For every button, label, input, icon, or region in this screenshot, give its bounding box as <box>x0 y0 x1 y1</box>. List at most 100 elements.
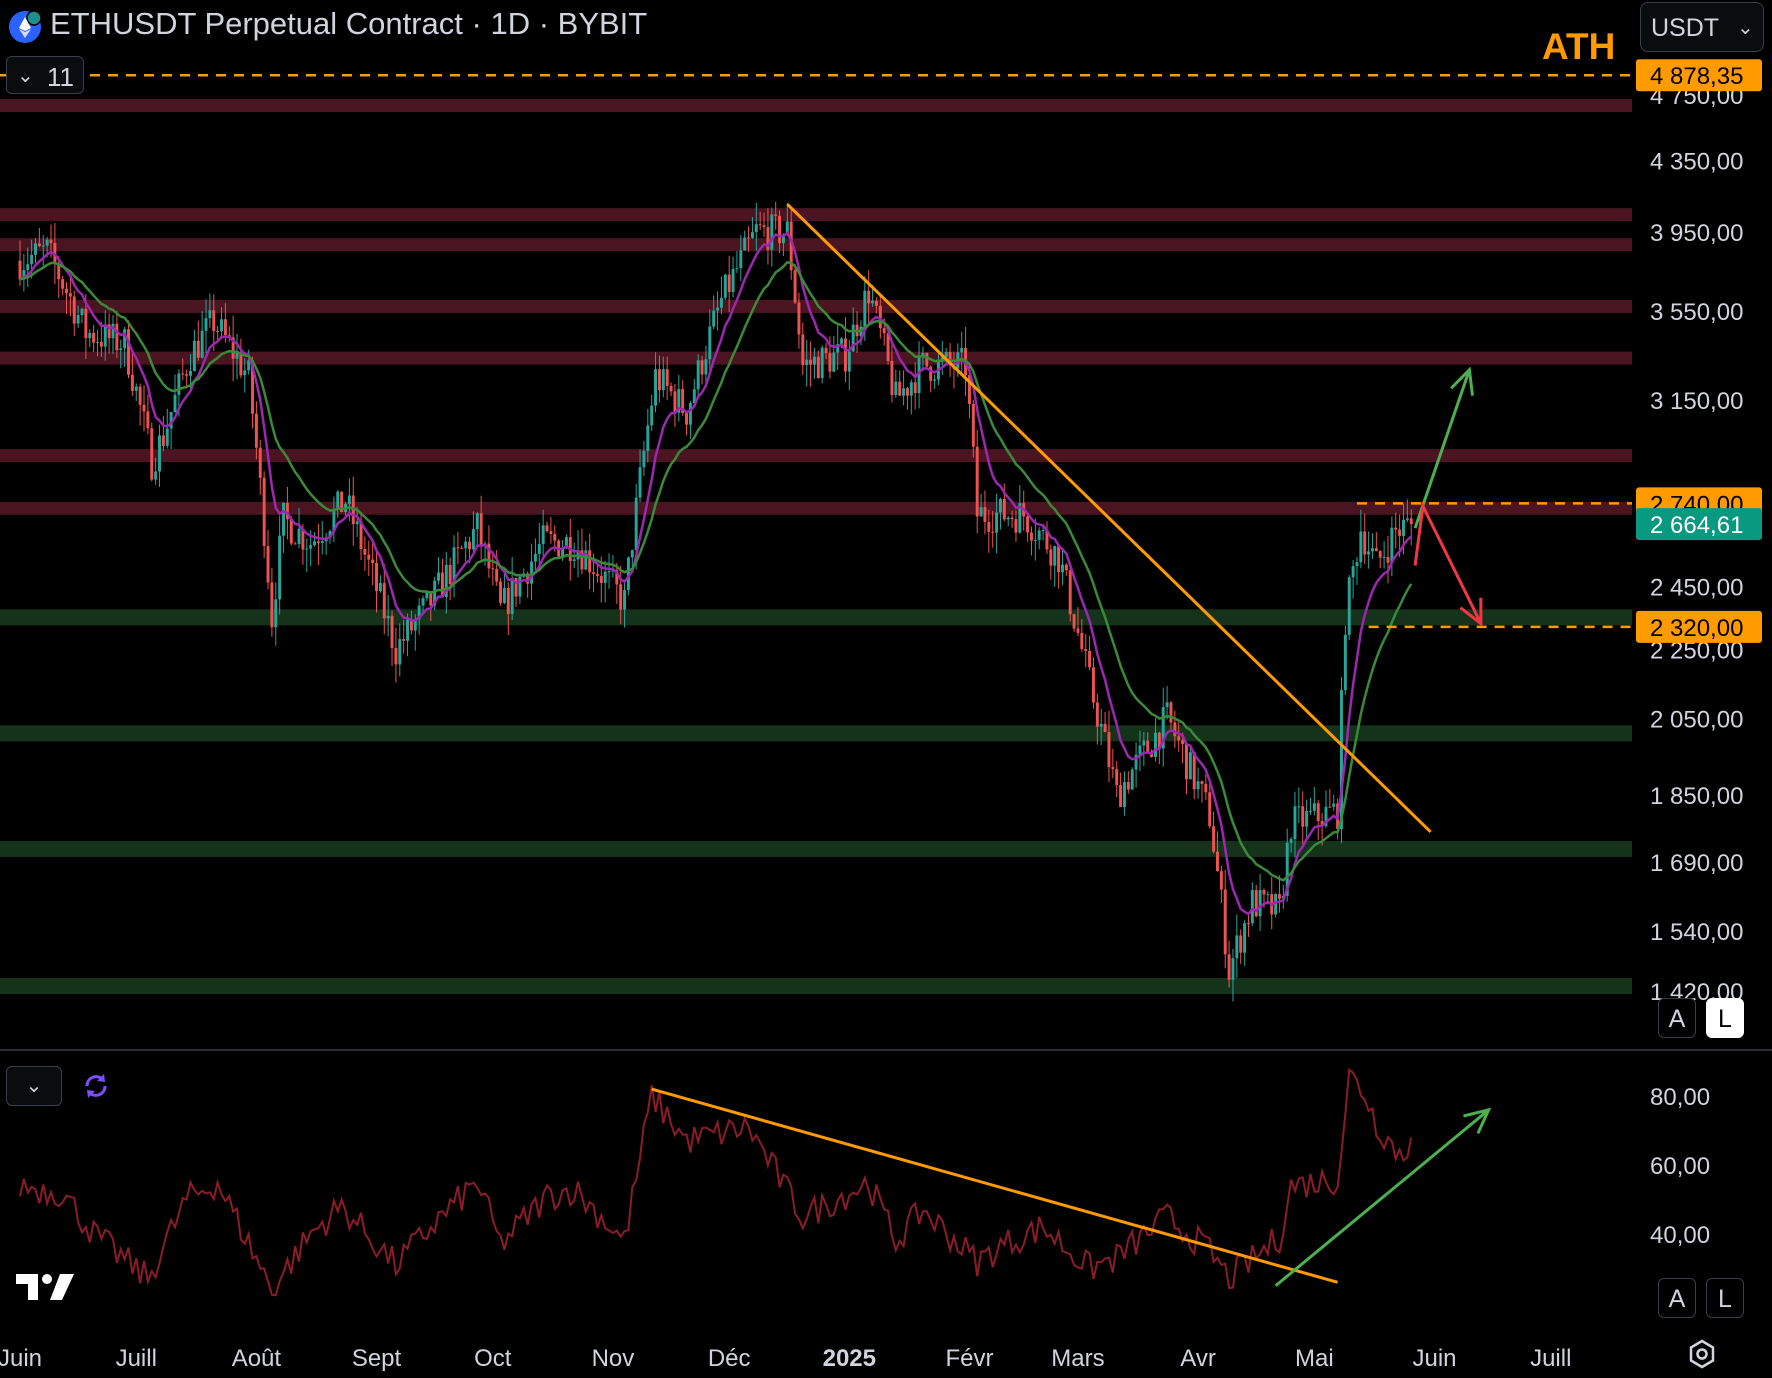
candle-body <box>847 351 851 372</box>
candle-body <box>1324 806 1328 826</box>
time-tick-label: Juill <box>116 1345 157 1372</box>
candle-body <box>758 224 762 226</box>
candle-body <box>642 450 646 468</box>
candle-body <box>530 561 534 584</box>
candle-body <box>61 279 65 289</box>
rsi-log-scale-button[interactable]: L <box>1706 1278 1744 1318</box>
price-tick-label: 1 850,00 <box>1650 783 1743 810</box>
candle-body <box>84 308 88 339</box>
rsi-auto-scale-button[interactable]: A <box>1658 1278 1696 1318</box>
candle-body <box>37 243 41 247</box>
candle-body <box>1068 570 1072 615</box>
rsi-tick-label: 40,00 <box>1650 1222 1710 1249</box>
price-trendline <box>786 203 1432 833</box>
chevron-down-icon: ⌄ <box>1737 17 1754 39</box>
candle-body <box>878 305 882 329</box>
candle-body <box>367 554 371 560</box>
candle-body <box>448 564 452 585</box>
candle-body <box>805 359 809 366</box>
candle-body <box>402 639 406 641</box>
candle-body <box>1064 564 1068 571</box>
candle-body <box>580 550 584 570</box>
log-scale-button[interactable]: L <box>1706 998 1744 1038</box>
price-tick-label: 3 950,00 <box>1650 220 1743 247</box>
candle-body <box>1006 517 1010 520</box>
candle-body <box>130 374 134 391</box>
candle-body <box>766 227 770 250</box>
price-tick-label: 2 050,00 <box>1650 707 1743 734</box>
candle-body <box>1347 577 1351 635</box>
auto-scale-button[interactable]: A <box>1658 998 1696 1038</box>
candle-body <box>285 502 289 520</box>
candle-body <box>371 559 375 563</box>
ethereum-logo-icon <box>8 10 42 44</box>
candle-body <box>630 550 634 558</box>
time-tick-label: Avr <box>1180 1345 1216 1372</box>
time-tick-label: Oct <box>474 1345 512 1372</box>
candle-body <box>390 615 394 648</box>
candle-body <box>80 308 84 315</box>
candle-body <box>433 580 437 606</box>
candle-body <box>208 310 212 319</box>
candle-body <box>603 571 607 583</box>
candle-body <box>150 428 154 480</box>
time-tick-label: Nov <box>592 1345 635 1372</box>
indicator-toggle-button[interactable]: ⌄ 11 <box>6 56 84 94</box>
gear-icon[interactable] <box>1686 1338 1718 1370</box>
candle-body <box>45 239 49 246</box>
arrow-head <box>1450 366 1474 396</box>
candle-body <box>1103 723 1107 733</box>
candle-body <box>1091 667 1095 703</box>
candle-body <box>611 570 615 572</box>
candle-body <box>103 324 107 347</box>
candle-body <box>975 446 979 517</box>
time-tick-label: Févr <box>945 1345 993 1372</box>
candle-body <box>437 572 441 581</box>
candle-body <box>421 598 425 606</box>
tradingview-logo-icon[interactable] <box>14 1270 76 1302</box>
price-tag-label: 2 664,61 <box>1650 512 1743 539</box>
ma-fast-line <box>19 231 1413 916</box>
candle-body <box>588 550 592 573</box>
candle-body <box>76 314 80 324</box>
candle-body <box>216 331 220 333</box>
red-pullback-arrow <box>1413 501 1483 625</box>
resistance-zone <box>0 299 1632 313</box>
candle-body <box>510 578 514 614</box>
candle-body <box>890 360 894 396</box>
candle-body <box>142 404 146 412</box>
candle-body <box>735 268 739 270</box>
candle-body <box>1060 564 1064 573</box>
candle-body <box>882 328 886 334</box>
candle-body <box>328 531 332 538</box>
candle-body <box>747 237 751 239</box>
chevron-down-icon: ⌄ <box>25 1075 43 1097</box>
candle-body <box>1254 890 1258 917</box>
sync-icon[interactable] <box>80 1070 112 1102</box>
candle-body <box>1115 769 1119 785</box>
ma-slow-line <box>19 260 1413 882</box>
candle-body <box>774 214 778 216</box>
candle-body <box>1157 732 1161 749</box>
candle-body <box>262 477 266 546</box>
candle-body <box>57 263 61 280</box>
candle-body <box>138 386 142 405</box>
candle-body <box>995 512 999 533</box>
currency-select[interactable]: USDT ⌄ <box>1640 2 1764 52</box>
candle-body <box>902 388 906 396</box>
candle-body <box>770 214 774 250</box>
candle-body <box>18 260 22 280</box>
candle-body <box>1153 732 1157 757</box>
candle-body <box>654 369 658 406</box>
candle-body <box>1289 839 1293 843</box>
candle-body <box>1332 803 1336 807</box>
candle-body <box>107 324 111 339</box>
candle-body <box>553 533 557 541</box>
candle-body <box>1119 784 1123 807</box>
candle-body <box>754 224 758 233</box>
rsi-pane-toggle-button[interactable]: ⌄ <box>6 1066 62 1106</box>
candle-body <box>413 619 417 631</box>
candle-body <box>1099 723 1103 727</box>
candle-body <box>526 573 530 584</box>
